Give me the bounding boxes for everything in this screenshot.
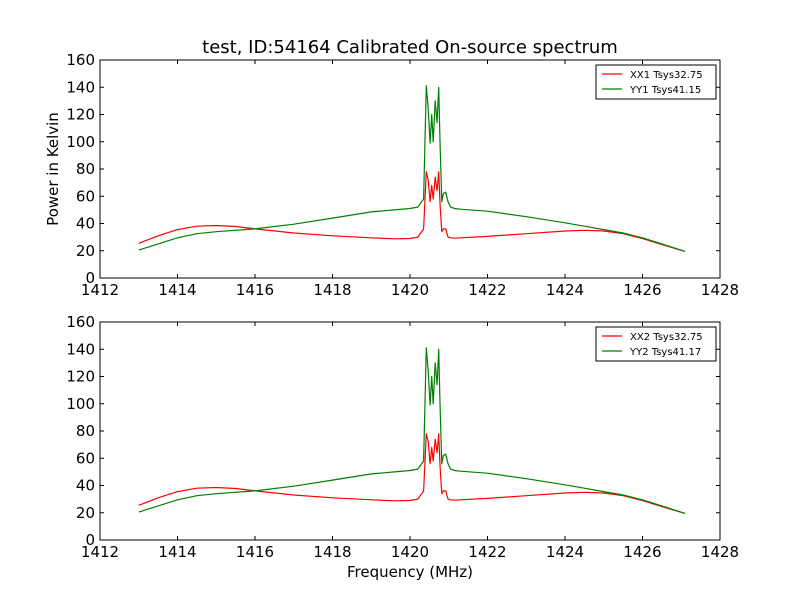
legend: XX1 Tsys32.75 YY1 Tsys41.15 <box>595 64 717 100</box>
x-tick-label: 1416 <box>236 543 274 561</box>
x-tick-label: 1428 <box>701 543 739 561</box>
x-tick-label: 1414 <box>158 543 196 561</box>
x-tick-label: 1428 <box>701 281 739 299</box>
bottom-panel: 1412 1414 1416 1418 1420 1422 1424 1426 1428 0 20 4… <box>66 313 739 581</box>
x-tick-label: 1422 <box>468 281 506 299</box>
legend-label: XX1 Tsys32.75 <box>630 70 703 81</box>
y-tick-label: 40 <box>76 215 95 233</box>
x-tick-label: 1412 <box>81 543 119 561</box>
y-axis-label: Power in Kelvin <box>44 112 62 226</box>
y-tick-label: 160 <box>66 51 95 69</box>
x-tick-label: 1420 <box>391 543 429 561</box>
legend-box <box>595 326 717 362</box>
x-tick-label: 1412 <box>81 281 119 299</box>
x-tick-label: 1414 <box>158 281 196 299</box>
y-tick-label: 60 <box>76 187 95 205</box>
y-tick-label: 60 <box>76 449 95 467</box>
x-tick-label: 1416 <box>236 281 274 299</box>
series-line <box>138 347 686 514</box>
series-line <box>138 433 686 514</box>
y-tick-label: 140 <box>66 340 95 358</box>
y-tick-label: 0 <box>85 531 95 549</box>
legend-label: XX2 Tsys32.75 <box>630 332 703 343</box>
legend-label: YY2 Tsys41.17 <box>629 347 701 358</box>
top-panel: 1412 1414 1416 1418 1420 1422 1424 1426 1428 0 20 4… <box>44 51 739 299</box>
y-tick-label: 160 <box>66 313 95 331</box>
legend-label: YY1 Tsys41.15 <box>629 85 701 96</box>
series-line <box>138 85 686 252</box>
y-tick-label: 40 <box>76 477 95 495</box>
chart-title: test, ID:54164 Calibrated On-source spec… <box>202 37 618 58</box>
x-tick-label: 1424 <box>546 281 584 299</box>
legend: XX2 Tsys32.75 YY2 Tsys41.17 <box>595 326 717 362</box>
x-tick-label: 1420 <box>391 281 429 299</box>
legend-box <box>595 64 717 100</box>
series-line <box>138 171 686 252</box>
y-tick-label: 20 <box>76 504 95 522</box>
y-tick-label: 100 <box>66 133 95 151</box>
x-tick-label: 1426 <box>623 281 661 299</box>
y-tick-label: 120 <box>66 368 95 386</box>
y-tick-label: 80 <box>76 160 95 178</box>
y-tick-label: 140 <box>66 78 95 96</box>
x-tick-label: 1418 <box>313 543 351 561</box>
y-tick-label: 100 <box>66 395 95 413</box>
x-tick-label: 1422 <box>468 543 506 561</box>
y-tick-label: 120 <box>66 106 95 124</box>
y-tick-label: 20 <box>76 242 95 260</box>
x-axis-label: Frequency (MHz) <box>347 563 473 581</box>
x-tick-label: 1424 <box>546 543 584 561</box>
y-tick-label: 0 <box>85 269 95 287</box>
y-tick-label: 80 <box>76 422 95 440</box>
x-tick-label: 1418 <box>313 281 351 299</box>
x-tick-label: 1426 <box>623 543 661 561</box>
